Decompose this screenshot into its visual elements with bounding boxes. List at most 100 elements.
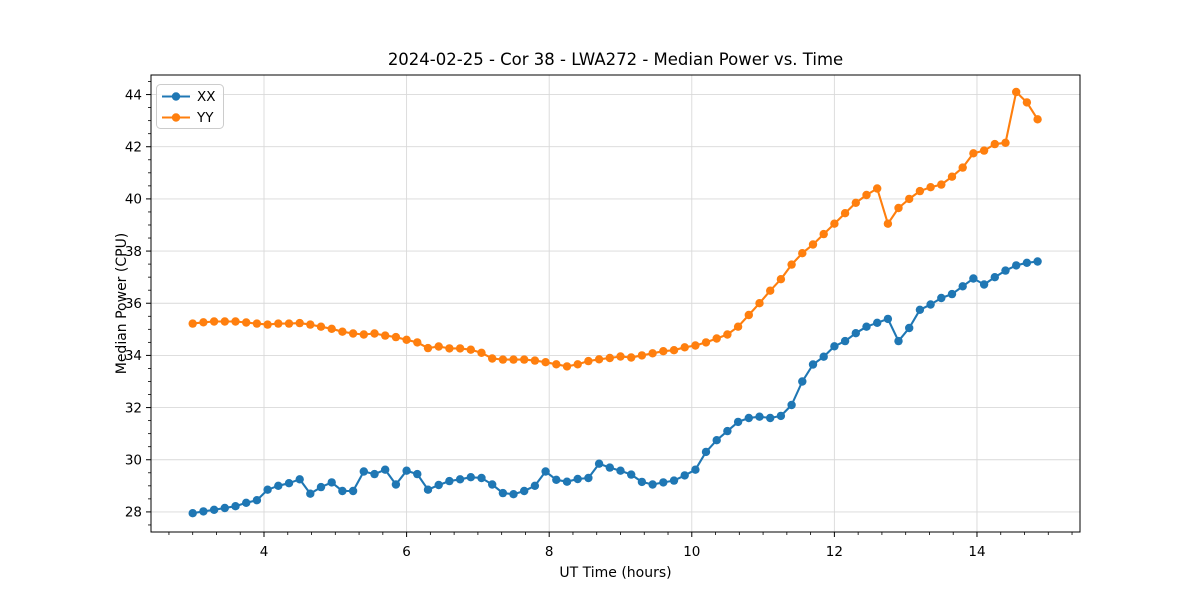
data-point (616, 352, 625, 361)
data-point (220, 317, 229, 326)
data-point (755, 299, 764, 308)
data-point (958, 163, 967, 172)
data-point (231, 502, 240, 511)
data-point (1012, 87, 1021, 97)
data-point (744, 413, 753, 423)
data-point (338, 486, 347, 496)
data-point (552, 475, 561, 484)
data-point (316, 482, 326, 492)
data-point (905, 194, 914, 204)
data-point (466, 345, 475, 354)
x-tick-label: 6 (402, 544, 411, 560)
data-point (1022, 258, 1032, 267)
data-point (637, 477, 647, 487)
data-point (1033, 115, 1042, 124)
data-point (798, 377, 807, 386)
data-point (798, 249, 807, 258)
data-point (477, 473, 486, 483)
data-point (488, 480, 497, 489)
data-point (1033, 257, 1042, 266)
data-point (669, 346, 679, 355)
x-tick-label: 4 (260, 544, 269, 560)
y-tick-label: 42 (125, 140, 142, 156)
data-point (787, 400, 796, 410)
data-point (573, 474, 582, 484)
data-point (1001, 266, 1010, 275)
data-point (883, 314, 893, 324)
data-point (348, 329, 358, 338)
data-point (840, 336, 850, 346)
data-point (295, 475, 304, 484)
data-point (594, 355, 604, 364)
x-tick-label: 8 (545, 544, 554, 560)
data-point (883, 219, 893, 228)
data-point (370, 329, 379, 338)
data-point (648, 349, 657, 358)
data-point (947, 172, 957, 181)
data-point (252, 496, 262, 505)
data-point (584, 356, 593, 366)
data-point (723, 330, 732, 339)
data-point (284, 479, 294, 488)
y-tick-label: 36 (125, 296, 142, 312)
data-point (188, 509, 197, 518)
data-point (873, 184, 882, 193)
data-point (691, 465, 700, 474)
data-point (659, 347, 668, 356)
data-point (391, 332, 401, 342)
data-point (413, 338, 422, 347)
data-point (701, 447, 711, 457)
data-point (691, 341, 700, 350)
data-point (787, 260, 796, 269)
data-point (979, 146, 989, 155)
data-point (209, 317, 219, 326)
y-tick-label: 34 (125, 348, 142, 364)
data-point (573, 360, 582, 369)
data-point (402, 466, 411, 475)
data-point (541, 358, 550, 367)
data-point (274, 481, 283, 490)
series-line (191, 260, 1039, 515)
data-point (669, 476, 679, 485)
data-point (348, 486, 358, 496)
data-point (530, 356, 540, 365)
data-point (969, 274, 978, 283)
data-point (562, 362, 572, 371)
data-point (969, 149, 978, 158)
data-point (862, 190, 871, 200)
x-tick-label: 14 (968, 544, 985, 560)
data-point (306, 489, 315, 498)
data-point (209, 505, 219, 514)
data-point (776, 411, 786, 421)
data-point (1001, 138, 1010, 147)
data-point (894, 336, 903, 346)
data-point (926, 300, 935, 309)
data-point (680, 343, 689, 352)
legend-item-xx: XX (162, 89, 216, 105)
data-point (359, 330, 368, 339)
data-point (295, 318, 304, 328)
data-point (915, 186, 925, 196)
data-series (188, 87, 1042, 518)
data-point (359, 467, 368, 476)
data-point (1022, 98, 1032, 107)
legend-marker-icon (171, 92, 181, 101)
data-point (381, 465, 390, 474)
data-point (391, 480, 401, 489)
data-point (733, 417, 743, 427)
data-point (894, 203, 903, 213)
y-tick-label: 44 (125, 87, 142, 103)
data-point (947, 289, 957, 299)
data-point (466, 473, 475, 482)
data-point (659, 478, 668, 487)
data-point (199, 318, 208, 327)
y-tick-label: 38 (125, 244, 142, 260)
data-point (284, 319, 294, 328)
data-point (455, 344, 465, 353)
data-point (584, 473, 593, 483)
data-point (979, 280, 989, 289)
data-point (851, 198, 860, 207)
data-point (413, 469, 422, 479)
data-point (712, 436, 721, 445)
